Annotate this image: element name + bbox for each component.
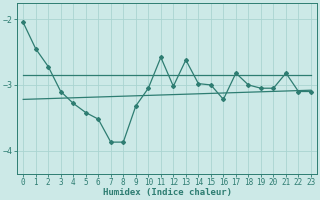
X-axis label: Humidex (Indice chaleur): Humidex (Indice chaleur) [103, 188, 232, 197]
